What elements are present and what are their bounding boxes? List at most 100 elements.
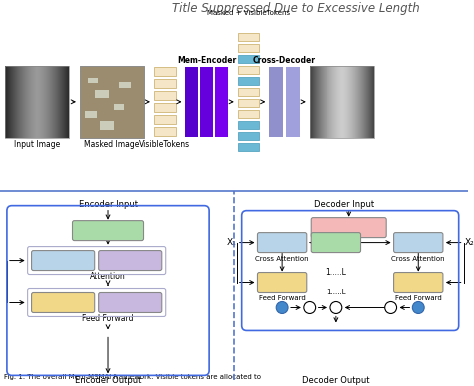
Text: Value: Value — [407, 278, 430, 287]
Bar — [367, 66, 368, 138]
Bar — [311, 66, 312, 138]
Bar — [365, 66, 366, 138]
Bar — [329, 66, 330, 138]
Text: 1.....L: 1.....L — [326, 288, 346, 295]
Bar — [24, 66, 25, 138]
Bar — [372, 66, 373, 138]
Bar — [60, 66, 61, 138]
Text: Fig. 1. The overall Mem-MSMAI framework. Visible tokens are allocated to: Fig. 1. The overall Mem-MSMAI framework.… — [4, 374, 261, 380]
Bar — [114, 104, 124, 110]
FancyBboxPatch shape — [311, 218, 386, 238]
FancyBboxPatch shape — [257, 273, 307, 293]
Bar — [154, 103, 175, 112]
Text: Value: Value — [52, 298, 75, 307]
Text: I: I — [335, 303, 337, 312]
Bar — [31, 66, 32, 138]
Bar — [325, 66, 326, 138]
Bar — [354, 66, 355, 138]
Text: Cross Attention: Cross Attention — [392, 256, 445, 262]
Bar — [28, 66, 29, 138]
Bar — [333, 66, 334, 138]
Bar — [314, 66, 315, 138]
Text: Memory: Memory — [113, 256, 147, 265]
Bar — [356, 66, 357, 138]
Bar — [68, 66, 69, 138]
Bar — [29, 66, 31, 138]
Bar — [351, 66, 352, 138]
Bar — [13, 66, 14, 138]
Bar — [238, 143, 259, 151]
Bar — [313, 66, 314, 138]
FancyBboxPatch shape — [257, 233, 307, 252]
Text: Key: Key — [410, 238, 426, 247]
Bar — [55, 66, 56, 138]
Bar — [336, 66, 337, 138]
Bar — [22, 66, 23, 138]
Bar — [327, 66, 328, 138]
Bar — [59, 66, 60, 138]
Bar — [321, 66, 323, 138]
Bar — [11, 66, 12, 138]
Bar — [10, 66, 11, 138]
Bar — [23, 66, 24, 138]
Bar — [15, 66, 16, 138]
Bar — [67, 66, 68, 138]
Bar — [9, 66, 10, 138]
Bar — [238, 99, 259, 107]
Bar — [343, 66, 344, 138]
FancyBboxPatch shape — [32, 251, 95, 271]
Bar — [337, 66, 338, 138]
Text: X₂: X₂ — [465, 238, 474, 247]
Bar — [346, 66, 347, 138]
Bar — [38, 66, 39, 138]
Bar — [6, 66, 7, 138]
Bar — [36, 66, 37, 138]
Bar — [350, 66, 351, 138]
Bar — [42, 66, 44, 138]
Text: Masked + VisibleTokens: Masked + VisibleTokens — [207, 10, 290, 16]
Text: Memory: Memory — [113, 298, 147, 307]
Text: Value: Value — [271, 278, 294, 287]
Bar — [40, 66, 41, 138]
Bar — [364, 66, 365, 138]
Bar — [238, 66, 259, 74]
FancyBboxPatch shape — [99, 251, 162, 271]
Bar — [360, 66, 361, 138]
Bar — [16, 66, 17, 138]
Bar — [48, 66, 49, 138]
Text: VisibleTokens: VisibleTokens — [139, 140, 190, 149]
Bar — [358, 66, 359, 138]
FancyBboxPatch shape — [99, 293, 162, 313]
Bar — [352, 66, 353, 138]
Bar — [44, 66, 45, 138]
Bar — [32, 66, 33, 138]
Bar — [51, 66, 52, 138]
Bar — [45, 66, 46, 138]
Text: Input Image: Input Image — [14, 140, 60, 149]
Bar — [238, 44, 259, 52]
Bar — [61, 66, 62, 138]
Bar — [66, 66, 67, 138]
Bar — [310, 66, 311, 138]
Bar — [317, 66, 318, 138]
Text: ×: × — [278, 303, 286, 313]
Text: Query: Query — [95, 226, 121, 235]
Bar — [347, 66, 348, 138]
Text: Cross Attention: Cross Attention — [255, 256, 309, 262]
Bar — [12, 66, 13, 138]
Text: Query: Query — [323, 238, 349, 247]
Text: Feed Forward: Feed Forward — [82, 314, 134, 323]
Text: X₁: X₁ — [227, 238, 237, 247]
Bar — [353, 66, 354, 138]
Text: $\alpha^{(d,L)}$: $\alpha^{(d,L)}$ — [384, 302, 398, 311]
Bar — [373, 66, 374, 138]
Bar — [95, 90, 109, 98]
Bar — [238, 121, 259, 129]
Bar — [238, 33, 259, 41]
Text: Key: Key — [274, 238, 290, 247]
Bar — [344, 66, 345, 138]
Bar — [238, 55, 259, 63]
Circle shape — [330, 301, 342, 313]
Bar — [357, 66, 358, 138]
Bar — [54, 66, 55, 138]
